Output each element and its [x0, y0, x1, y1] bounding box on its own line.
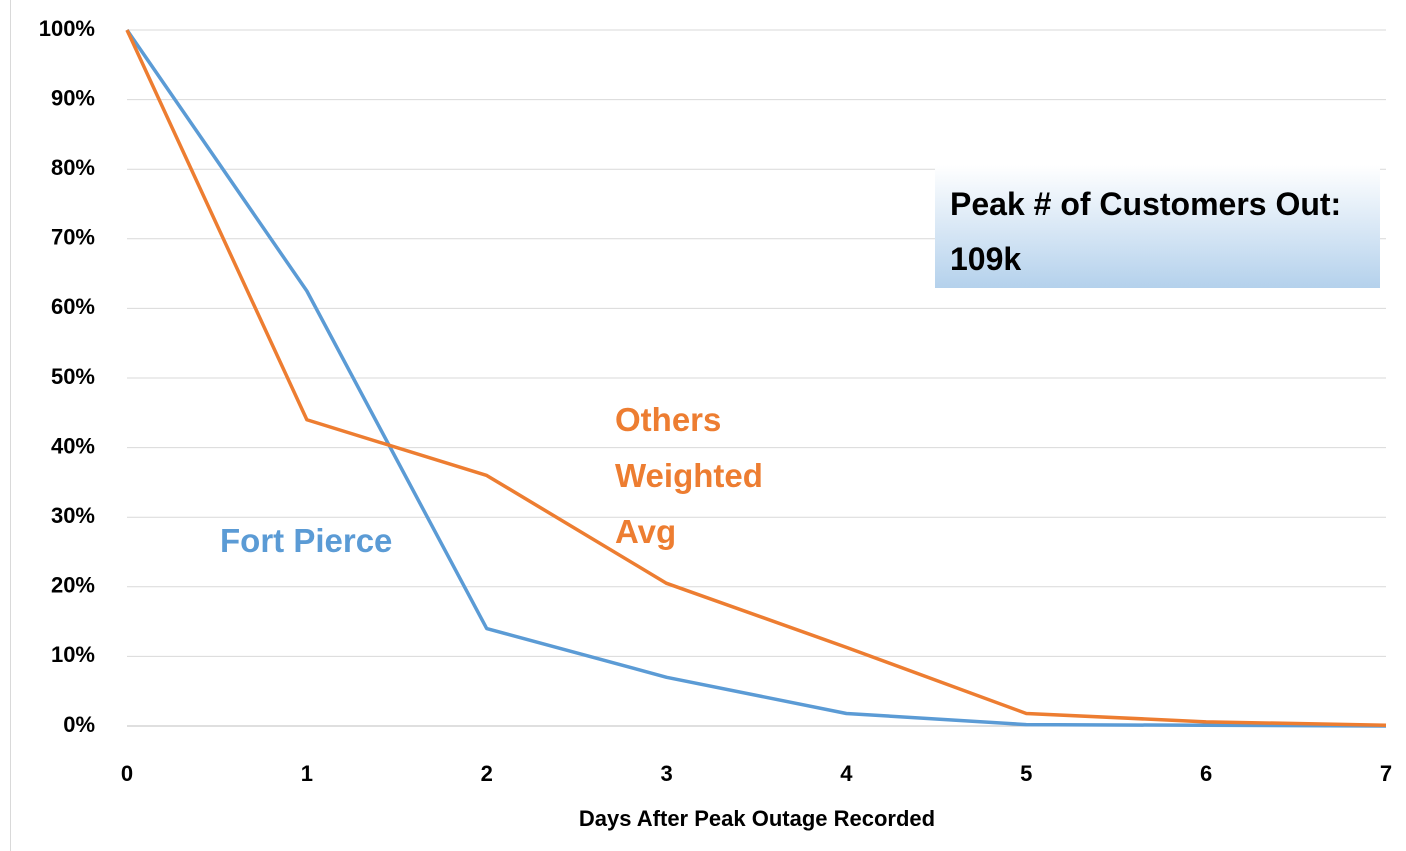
y-tick-label: 50% — [51, 364, 95, 389]
series-line — [125, 29, 1387, 728]
x-tick-label: 4 — [840, 761, 853, 786]
y-tick-label: 30% — [51, 503, 95, 528]
x-tick-label: 5 — [1020, 761, 1032, 786]
x-tick-label: 0 — [121, 761, 133, 786]
y-tick-label: 0% — [63, 712, 95, 737]
frame — [10, 0, 11, 851]
x-tick-label: 6 — [1200, 761, 1212, 786]
annotation-box: Peak # of Customers Out: 109k — [935, 165, 1380, 288]
y-tick-label: 60% — [51, 294, 95, 319]
series-line — [125, 29, 1387, 728]
series-label: Others Weighted Avg — [615, 401, 763, 550]
y-tick-label: 90% — [51, 85, 95, 110]
y-tick-label: 40% — [51, 433, 95, 458]
y-tick-label: 100% — [39, 16, 95, 41]
y-tick-label: 10% — [51, 642, 95, 667]
x-tick-label: 2 — [481, 761, 493, 786]
x-tick-label: 7 — [1380, 761, 1392, 786]
x-tick-label: 1 — [301, 761, 313, 786]
x-tick-label: 3 — [660, 761, 672, 786]
y-tick-label: 20% — [51, 573, 95, 598]
x-axis-label: Days After Peak Outage Recorded — [579, 806, 935, 831]
series-label: Fort Pierce — [220, 522, 393, 559]
y-tick-label: 80% — [51, 155, 95, 180]
y-tick-label: 70% — [51, 225, 95, 250]
